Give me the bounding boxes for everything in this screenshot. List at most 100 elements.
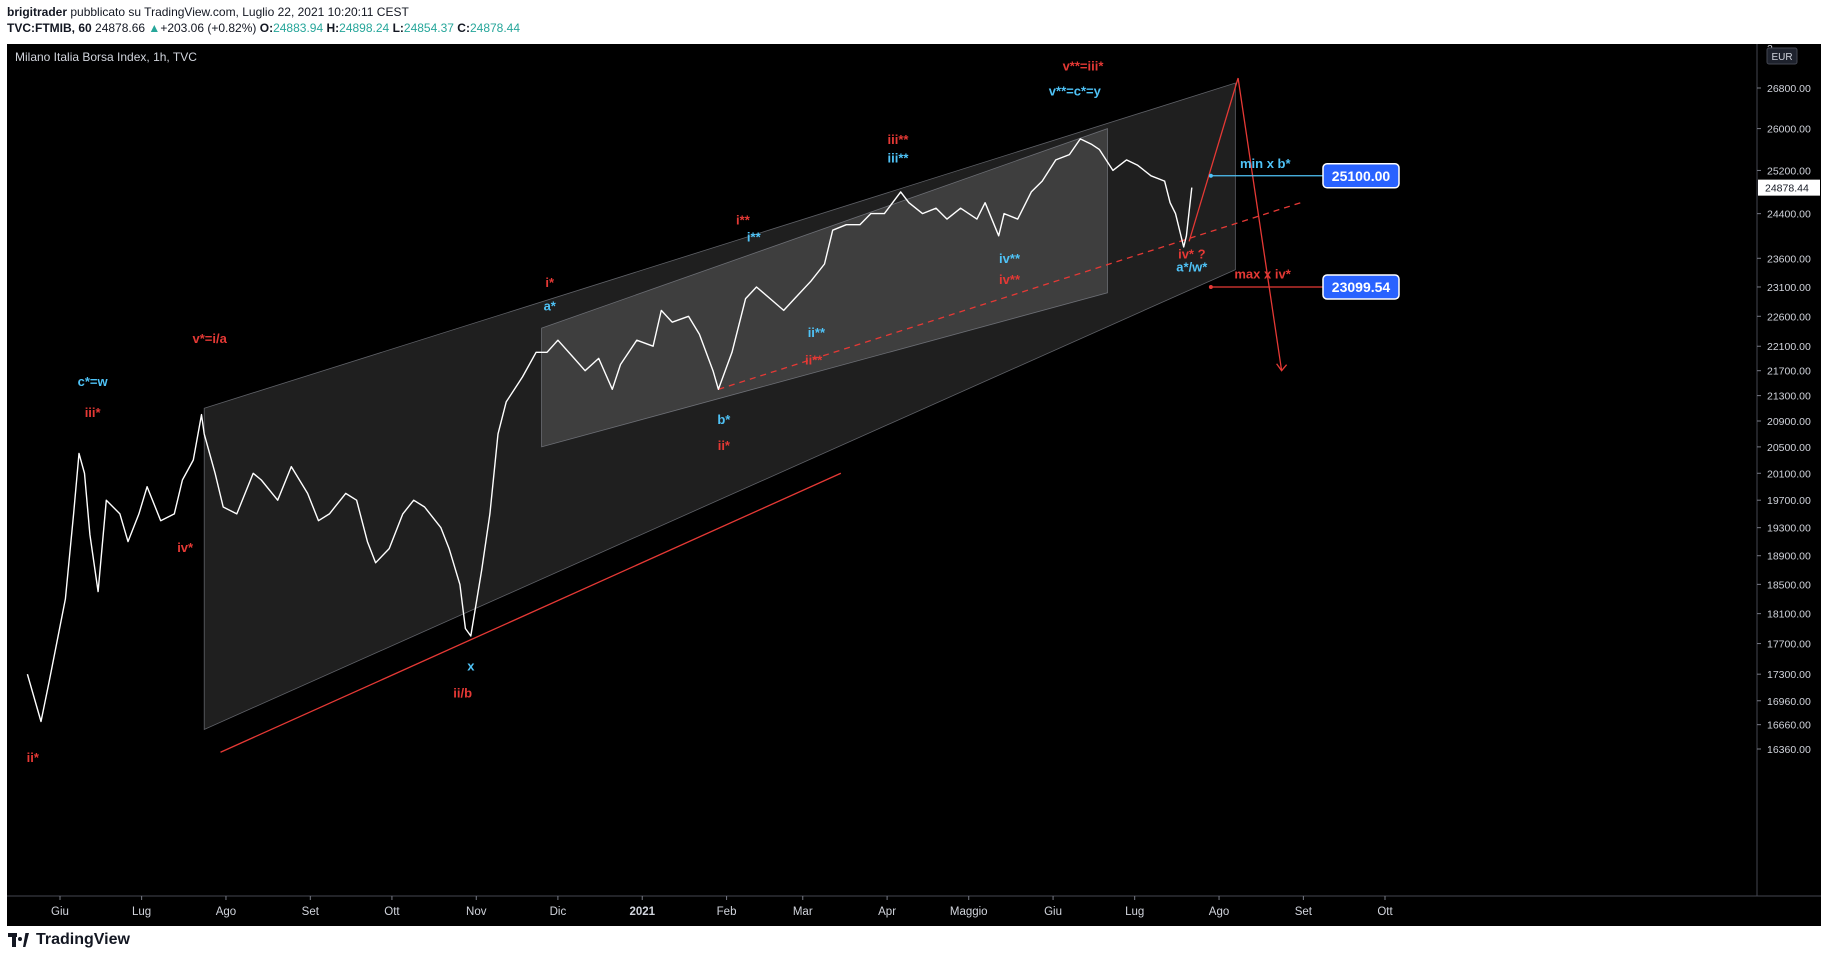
x-tick-label: Dic <box>550 906 567 918</box>
low-label: L: <box>392 21 404 35</box>
symbol-line: TVC:FTMIB, 60 24878.66 ▲+203.06 (+0.82%)… <box>7 21 520 35</box>
x-tick-label: Feb <box>717 906 737 918</box>
y-tick-label: 26000.00 <box>1767 124 1811 136</box>
annotation-9: b* <box>717 412 731 427</box>
price-boxes: 25100.00 23099.54 <box>1322 163 1400 300</box>
x-tick-label: Apr <box>878 906 896 918</box>
up-arrow-icon: ▲ <box>148 21 161 35</box>
annotation-0: ii* <box>27 750 40 765</box>
annotation-10: ii* <box>718 438 731 453</box>
annotation-3: iv* <box>177 540 194 555</box>
x-tick-label: Ago <box>1209 906 1229 918</box>
x-tick-label: 2021 <box>629 906 655 918</box>
price-change: +203.06 (+0.82%) <box>160 21 257 35</box>
publisher-line: brigitrader pubblicato su TradingView.co… <box>7 5 409 19</box>
symbol-name[interactable]: TVC:FTMIB, 60 <box>7 21 92 35</box>
y-tick-label: 19300.00 <box>1767 523 1811 535</box>
plot-area[interactable] <box>7 44 1757 896</box>
annotation-11: i** <box>736 213 751 228</box>
y-tick-label: 16360.00 <box>1767 744 1811 756</box>
y-tick-label: 22600.00 <box>1767 311 1811 323</box>
annotation-16: iii** <box>888 150 910 165</box>
price-box-label-1: 23099.54 <box>1332 279 1391 295</box>
x-tick-label: Ott <box>384 906 400 918</box>
x-tick-label: Lug <box>1125 906 1144 918</box>
currency-label: EUR <box>1771 52 1792 63</box>
y-tick-label: 21300.00 <box>1767 391 1811 403</box>
price-series <box>26 138 1193 723</box>
y-tick-label: 21700.00 <box>1767 366 1811 378</box>
annotation-23: min x b* <box>1240 156 1292 171</box>
red-projection <box>1188 77 1283 371</box>
y-tick-label: 20100.00 <box>1767 468 1811 480</box>
red-trendline <box>220 472 842 753</box>
high-value: 24898.24 <box>339 21 390 35</box>
y-tick-label: 17700.00 <box>1767 639 1811 651</box>
y-tick-label: 16660.00 <box>1767 720 1811 732</box>
channel-outer <box>203 82 1236 731</box>
y-tick-label: 19700.00 <box>1767 495 1811 507</box>
open-value: 24883.94 <box>273 21 324 35</box>
y-axis: 16360.00 16660.00 16960.00 17300.00 17700.00… <box>1757 44 1820 756</box>
annotation-4: v*=i/a <box>192 331 227 346</box>
max-x-iv-line-anchor <box>1208 284 1213 289</box>
price-chart[interactable]: ii* c*=w iii* iv* v*=i/a x ii/b i* a* b* ii* i**i**… <box>7 44 1821 926</box>
y-tick-label: 18100.00 <box>1767 609 1811 621</box>
x-tick-label: Set <box>302 906 320 918</box>
x-tick-label: Mar <box>793 906 813 918</box>
annotation-14: ii** <box>805 353 823 368</box>
price-box-0 <box>1322 163 1400 189</box>
price-box-label-0: 25100.00 <box>1332 168 1391 184</box>
y-tick-label: 17300.00 <box>1767 669 1811 681</box>
annotation-2: iii* <box>85 405 102 420</box>
annotation-18: iv** <box>999 272 1021 287</box>
min-x-b-line-anchor <box>1208 173 1213 178</box>
y-tick-label: 23600.00 <box>1767 253 1811 265</box>
x-tick-label: Set <box>1295 906 1313 918</box>
close-label: C: <box>457 21 470 35</box>
x-tick-label: Lug <box>132 906 151 918</box>
price-box-1 <box>1322 274 1400 300</box>
y-tick-label: 26800.00 <box>1767 83 1811 95</box>
high-label: H: <box>326 21 340 35</box>
x-tick-label: Giu <box>51 906 69 918</box>
x-tick-label: Maggio <box>950 906 988 918</box>
annotation-24: max x iv* <box>1234 266 1291 281</box>
open-label: O: <box>259 21 274 35</box>
x-tick-label: Ago <box>216 906 236 918</box>
x-tick-label: Giu <box>1044 906 1062 918</box>
price-line <box>26 138 1193 723</box>
channels <box>203 82 1236 731</box>
annotation-7: i* <box>545 275 555 290</box>
annotation-12: i** <box>747 229 762 244</box>
x-tick-label: Ott <box>1377 906 1393 918</box>
annotation-17: iv** <box>999 251 1021 266</box>
tradingview-logo[interactable]: TradingView <box>8 931 130 949</box>
low-value: 24854.37 <box>403 21 454 35</box>
annotation-22: a*/w* <box>1176 259 1208 274</box>
x-axis: Giu Lug Ago Set Ott Nov Dic 2021 Feb Mar Apr Maggio… <box>51 896 1393 918</box>
y-tick-label: 16960.00 <box>1767 696 1811 708</box>
y-tick-label: 24400.00 <box>1767 209 1811 221</box>
tradingview-brand: TradingView <box>36 931 130 948</box>
last-value-box <box>1758 179 1820 196</box>
currency-badge[interactable]: EUR <box>1766 47 1798 65</box>
last-value-label: 24878.44 <box>1765 183 1809 195</box>
red-dashed-line <box>718 202 1301 390</box>
y-tick-label: 25200.00 <box>1767 165 1811 177</box>
publisher-info: pubblicato su TradingView.com, Luglio 22… <box>67 5 409 19</box>
publisher-user[interactable]: brigitrader <box>7 5 68 19</box>
y-tick-label: 20500.00 <box>1767 442 1811 454</box>
y-tick-label: 18500.00 <box>1767 579 1811 591</box>
annotation-13: ii** <box>808 325 826 340</box>
x-tick-label: Nov <box>466 906 487 918</box>
y-tick-label: 20900.00 <box>1767 416 1811 428</box>
annotation-6: ii/b <box>453 686 472 701</box>
annotation-15: iii** <box>888 132 910 147</box>
y-tick-label: 23100.00 <box>1767 282 1811 294</box>
y-tick-label: 22100.00 <box>1767 341 1811 353</box>
annotation-19: v**=iii* <box>1063 59 1105 74</box>
drawn-lines <box>220 77 1342 753</box>
time-scale[interactable] <box>7 896 1821 926</box>
last-price: 24878.66 <box>95 21 146 35</box>
